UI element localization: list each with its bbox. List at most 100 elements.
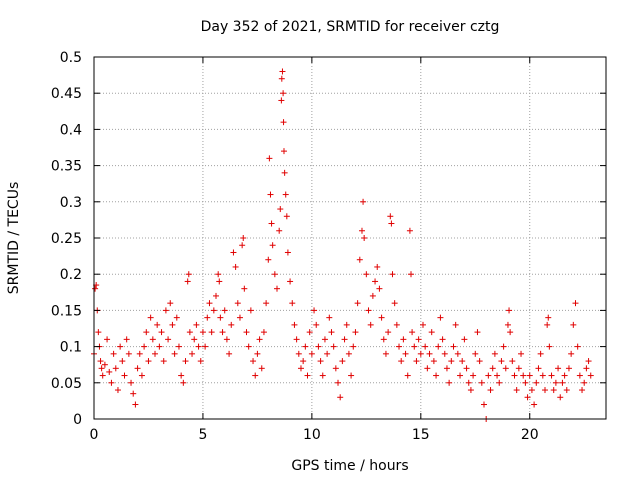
data-point [557, 394, 564, 401]
data-point [433, 372, 440, 379]
data-point [106, 368, 113, 375]
chart-title: Day 352 of 2021, SRMTID for receiver czt… [201, 19, 500, 35]
data-point [528, 387, 535, 394]
y-tick-label: 0.5 [60, 50, 82, 66]
data-point [184, 278, 191, 285]
data-point [277, 206, 284, 213]
data-point [341, 336, 348, 343]
data-point [265, 256, 272, 263]
data-point [315, 343, 322, 350]
data-point [125, 350, 132, 357]
data-point [579, 387, 586, 394]
data-point [393, 321, 400, 328]
data-point [283, 213, 290, 220]
data-point [467, 387, 474, 394]
data-point [269, 242, 276, 249]
data-point [245, 343, 252, 350]
data-point [541, 387, 548, 394]
data-point [271, 271, 278, 278]
axis-ticks [93, 56, 606, 420]
data-point [545, 314, 552, 321]
data-point [99, 372, 106, 379]
grid [94, 57, 606, 419]
data-point [208, 329, 215, 336]
data-point [506, 307, 513, 314]
data-point [533, 379, 540, 386]
data-point [267, 191, 274, 198]
data-point [138, 372, 145, 379]
data-point [204, 314, 211, 321]
data-point [478, 379, 485, 386]
data-point [385, 329, 392, 336]
data-point [563, 387, 570, 394]
data-point [470, 372, 477, 379]
data-point [281, 169, 288, 176]
data-point [254, 350, 261, 357]
data-point [360, 198, 367, 205]
y-tick-labels: 0 0.05 0.1 0.15 0.2 0.25 0.3 0.35 0.4 0.45 0.5 [51, 50, 82, 428]
data-point [524, 394, 531, 401]
data-point [430, 358, 437, 365]
data-point [141, 343, 148, 350]
data-point [496, 379, 503, 386]
data-point [191, 336, 198, 343]
data-point [454, 350, 461, 357]
data-point [350, 343, 357, 350]
data-point [509, 358, 516, 365]
data-point [223, 336, 230, 343]
data-point [189, 350, 196, 357]
data-point [424, 365, 431, 372]
data-point [256, 336, 263, 343]
x-tick-label: 10 [303, 427, 321, 443]
data-point [112, 365, 119, 372]
data-point [232, 263, 239, 270]
data-point [561, 372, 568, 379]
y-tick-label: 0.35 [51, 159, 82, 175]
data-point [570, 321, 577, 328]
y-tick-label: 0.25 [51, 231, 82, 247]
data-point [348, 372, 355, 379]
data-point [337, 394, 344, 401]
data-point [555, 365, 562, 372]
data-point [459, 358, 466, 365]
data-point [258, 365, 265, 372]
data-point [119, 358, 126, 365]
data-point [572, 300, 579, 307]
data-point [513, 387, 520, 394]
data-point [165, 336, 172, 343]
data-point [363, 271, 370, 278]
data-point [389, 271, 396, 278]
data-point [167, 300, 174, 307]
data-point [213, 292, 220, 299]
data-point [463, 365, 470, 372]
data-point [461, 336, 468, 343]
data-point [263, 300, 270, 307]
data-point [114, 387, 121, 394]
data-point [121, 372, 128, 379]
data-point [216, 278, 223, 285]
data-point [559, 379, 566, 386]
data-point [193, 321, 200, 328]
data-point [162, 307, 169, 314]
data-point [382, 350, 389, 357]
data-point [411, 343, 418, 350]
data-point [443, 365, 450, 372]
data-point [352, 329, 359, 336]
data-point [406, 227, 413, 234]
data-point [402, 350, 409, 357]
data-point [472, 350, 479, 357]
data-point [354, 300, 361, 307]
data-point [487, 387, 494, 394]
data-point [380, 336, 387, 343]
data-point [302, 343, 309, 350]
data-point [457, 372, 464, 379]
data-point [199, 329, 206, 336]
data-point [278, 97, 285, 104]
data-point [145, 358, 152, 365]
data-point [226, 350, 233, 357]
data-point [149, 336, 156, 343]
data-point [335, 379, 342, 386]
data-point [374, 263, 381, 270]
x-tick-labels: 0 5 10 15 20 [90, 427, 539, 443]
data-point [252, 372, 259, 379]
